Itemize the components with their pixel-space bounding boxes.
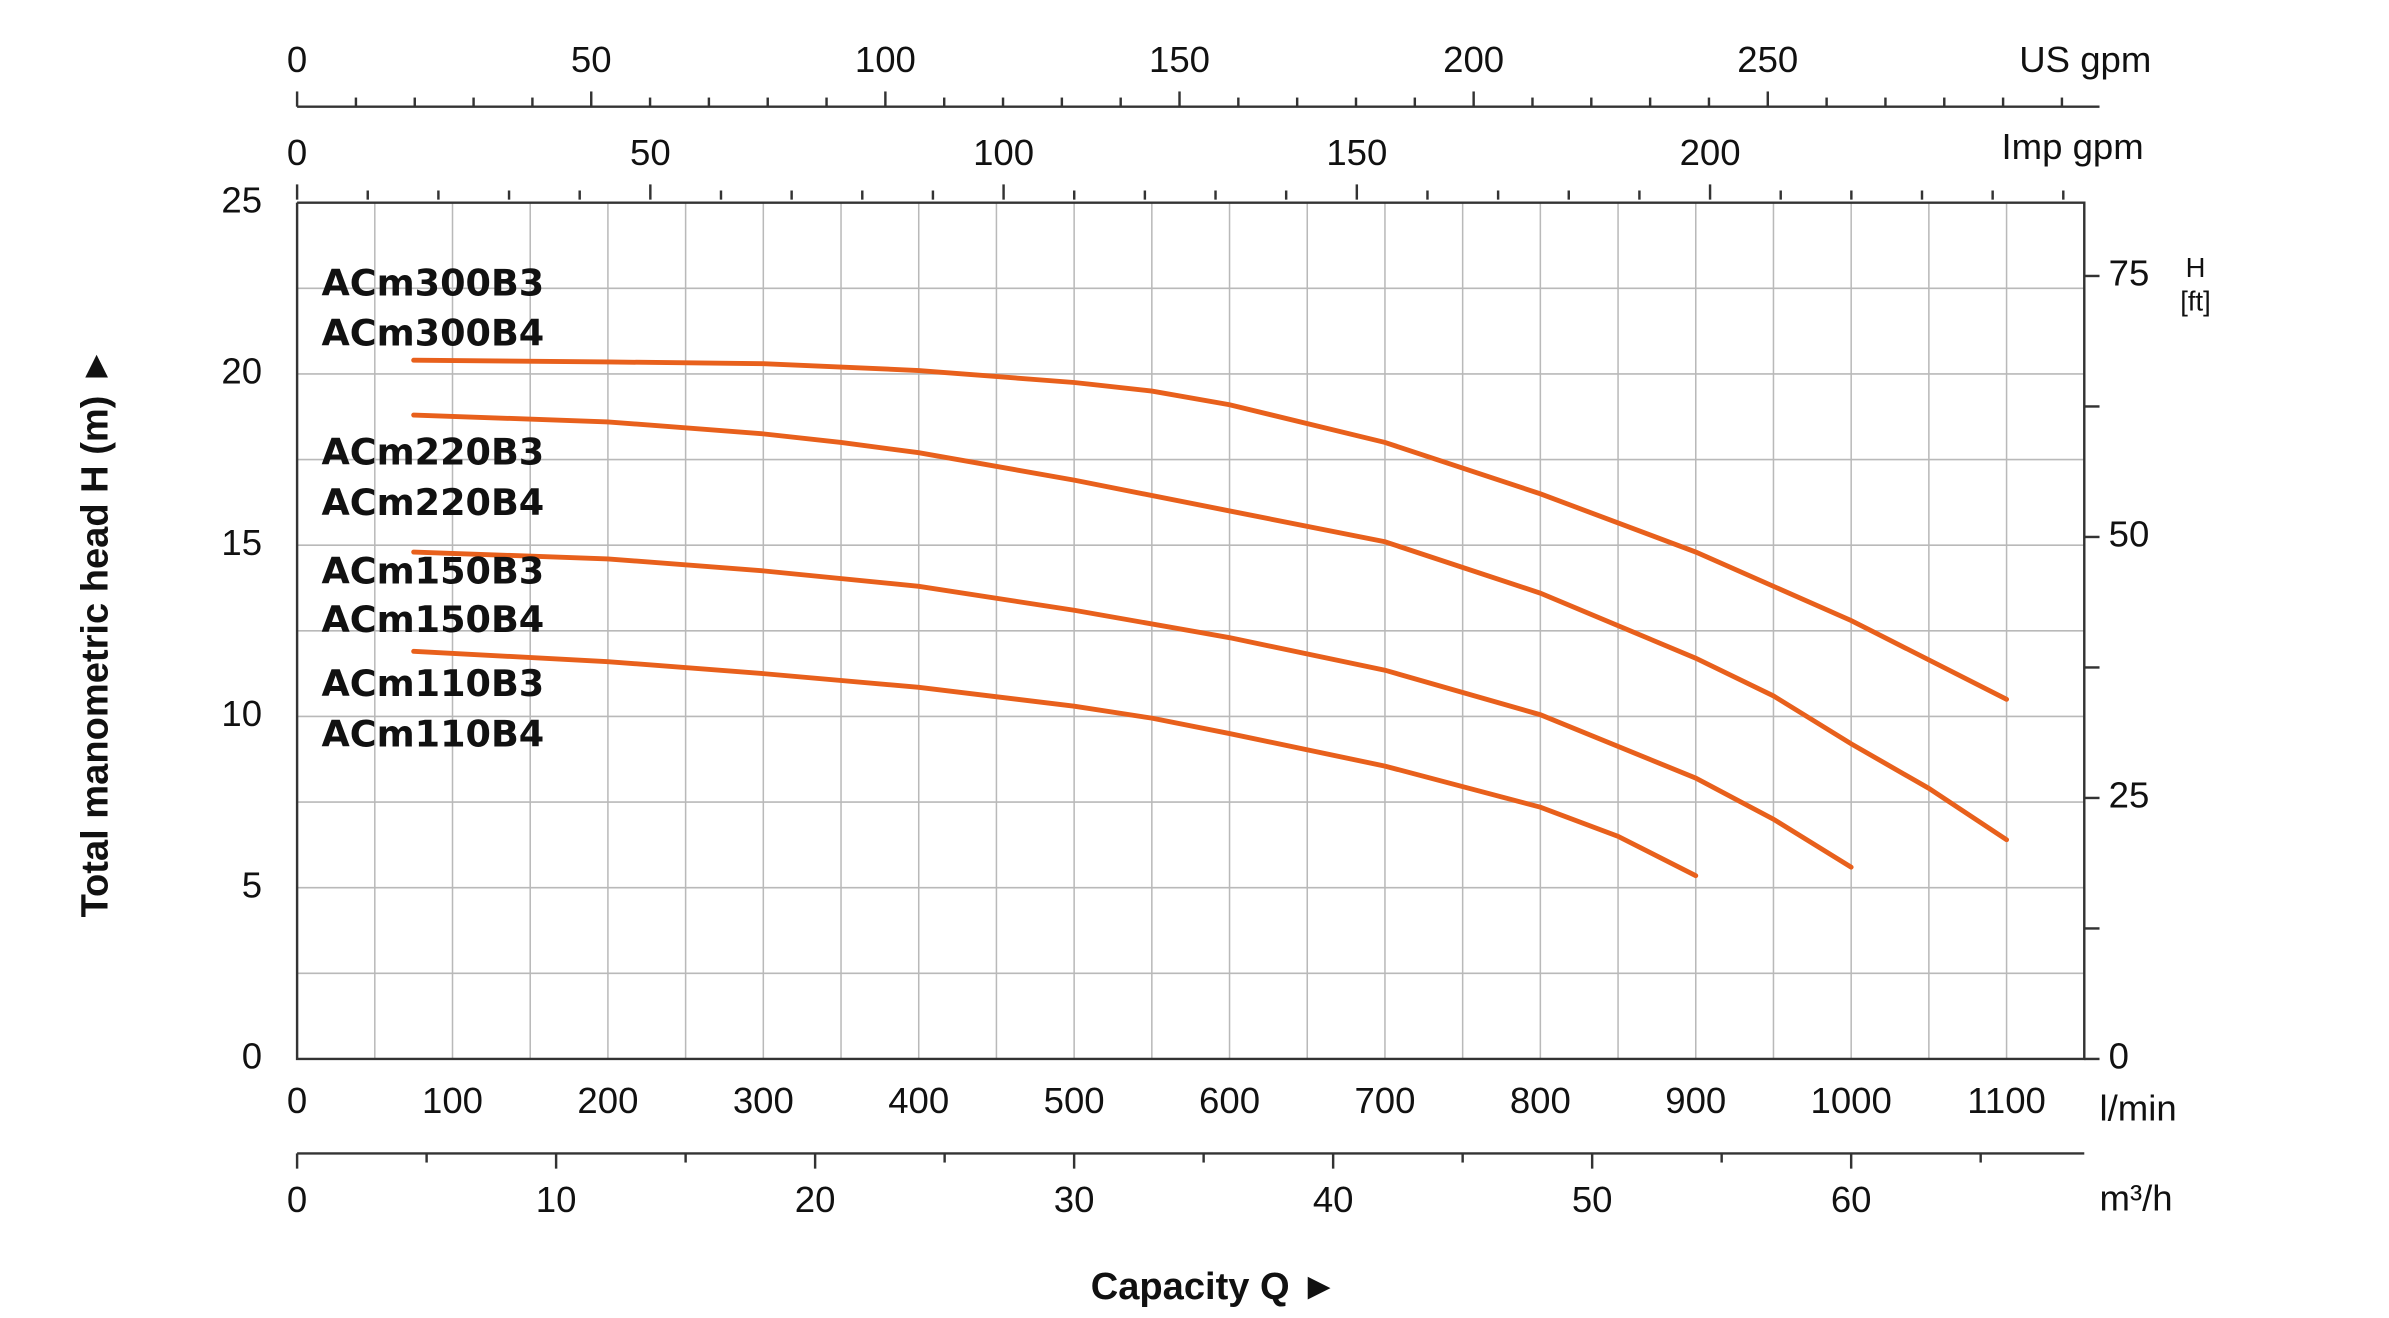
y2-tick-label: 25 bbox=[2109, 775, 2150, 816]
x-tick-label: 400 bbox=[888, 1080, 949, 1121]
series-label: ACm300B4 bbox=[321, 312, 544, 355]
x-tick-label: 800 bbox=[1510, 1080, 1571, 1121]
series-label: ACm110B3 bbox=[321, 662, 544, 705]
secondary-tick-label: 0 bbox=[287, 1179, 307, 1220]
y-tick-label: 20 bbox=[221, 351, 262, 392]
series-label: ACm300B3 bbox=[321, 261, 544, 304]
y2-tick-label: 0 bbox=[2109, 1036, 2129, 1077]
plot-frame bbox=[295, 201, 2086, 1061]
y2-tick-label: 50 bbox=[2109, 514, 2150, 555]
secondary-tick-label: 50 bbox=[571, 39, 612, 80]
series-label: ACm150B4 bbox=[321, 598, 544, 641]
x-tick-label: 900 bbox=[1665, 1080, 1726, 1121]
secondary-tick-label: 10 bbox=[536, 1179, 577, 1220]
series-label: ACm220B4 bbox=[321, 481, 544, 524]
pump-curve bbox=[411, 357, 2010, 702]
secondary-tick-label: 100 bbox=[973, 132, 1034, 173]
y2-unit: [ft] bbox=[2180, 285, 2210, 316]
y-tick-label: 0 bbox=[242, 1036, 262, 1077]
y-tick-label: 25 bbox=[221, 179, 262, 220]
y-tick-label: 15 bbox=[221, 522, 262, 563]
y-tick-label: 5 bbox=[242, 864, 262, 905]
secondary-tick-label: 100 bbox=[855, 39, 916, 80]
secondary-tick-label: 20 bbox=[795, 1179, 836, 1220]
pump-curve bbox=[411, 549, 1854, 870]
secondary-axis-unit: Imp gpm bbox=[2002, 126, 2144, 167]
pump-curve bbox=[411, 648, 1699, 879]
secondary-tick-label: 250 bbox=[1737, 39, 1798, 80]
pump-curve bbox=[411, 412, 2010, 843]
x-tick-label: 0 bbox=[287, 1080, 307, 1121]
secondary-tick-label: 200 bbox=[1680, 132, 1741, 173]
x-tick-label: 300 bbox=[733, 1080, 794, 1121]
secondary-tick-label: 50 bbox=[630, 132, 671, 173]
secondary-tick-label: 50 bbox=[1572, 1179, 1613, 1220]
x-tick-label: 100 bbox=[422, 1080, 483, 1121]
secondary-tick-label: 0 bbox=[287, 39, 307, 80]
secondary-tick-label: 40 bbox=[1313, 1179, 1354, 1220]
x-tick-label: 200 bbox=[577, 1080, 638, 1121]
y-tick-label: 10 bbox=[221, 693, 262, 734]
x-tick-label: 500 bbox=[1044, 1080, 1105, 1121]
y2-tick-label: 75 bbox=[2109, 253, 2150, 294]
x-axis-title: Capacity Q ► bbox=[1091, 1266, 1338, 1308]
secondary-tick-label: 150 bbox=[1326, 132, 1387, 173]
x-unit: l/min bbox=[2100, 1087, 2177, 1128]
x-tick-label: 1100 bbox=[1967, 1080, 2046, 1121]
y-axis-title: Total manometric head H (m) ► bbox=[75, 347, 117, 917]
secondary-tick-label: 200 bbox=[1443, 39, 1504, 80]
secondary-tick-label: 150 bbox=[1149, 39, 1210, 80]
secondary-axis-unit: m³/h bbox=[2100, 1177, 2173, 1218]
secondary-tick-label: 60 bbox=[1831, 1179, 1872, 1220]
x-tick-label: 700 bbox=[1354, 1080, 1415, 1121]
x-tick-label: 600 bbox=[1199, 1080, 1260, 1121]
secondary-tick-label: 0 bbox=[287, 132, 307, 173]
series-label: ACm150B3 bbox=[321, 549, 544, 592]
y2-unit: H bbox=[2186, 252, 2206, 283]
secondary-axis-unit: US gpm bbox=[2019, 39, 2151, 80]
x-tick-label: 1000 bbox=[1811, 1080, 1892, 1121]
series-label: ACm220B3 bbox=[321, 431, 544, 474]
secondary-tick-label: 30 bbox=[1054, 1179, 1095, 1220]
series-label: ACm110B4 bbox=[321, 712, 544, 755]
